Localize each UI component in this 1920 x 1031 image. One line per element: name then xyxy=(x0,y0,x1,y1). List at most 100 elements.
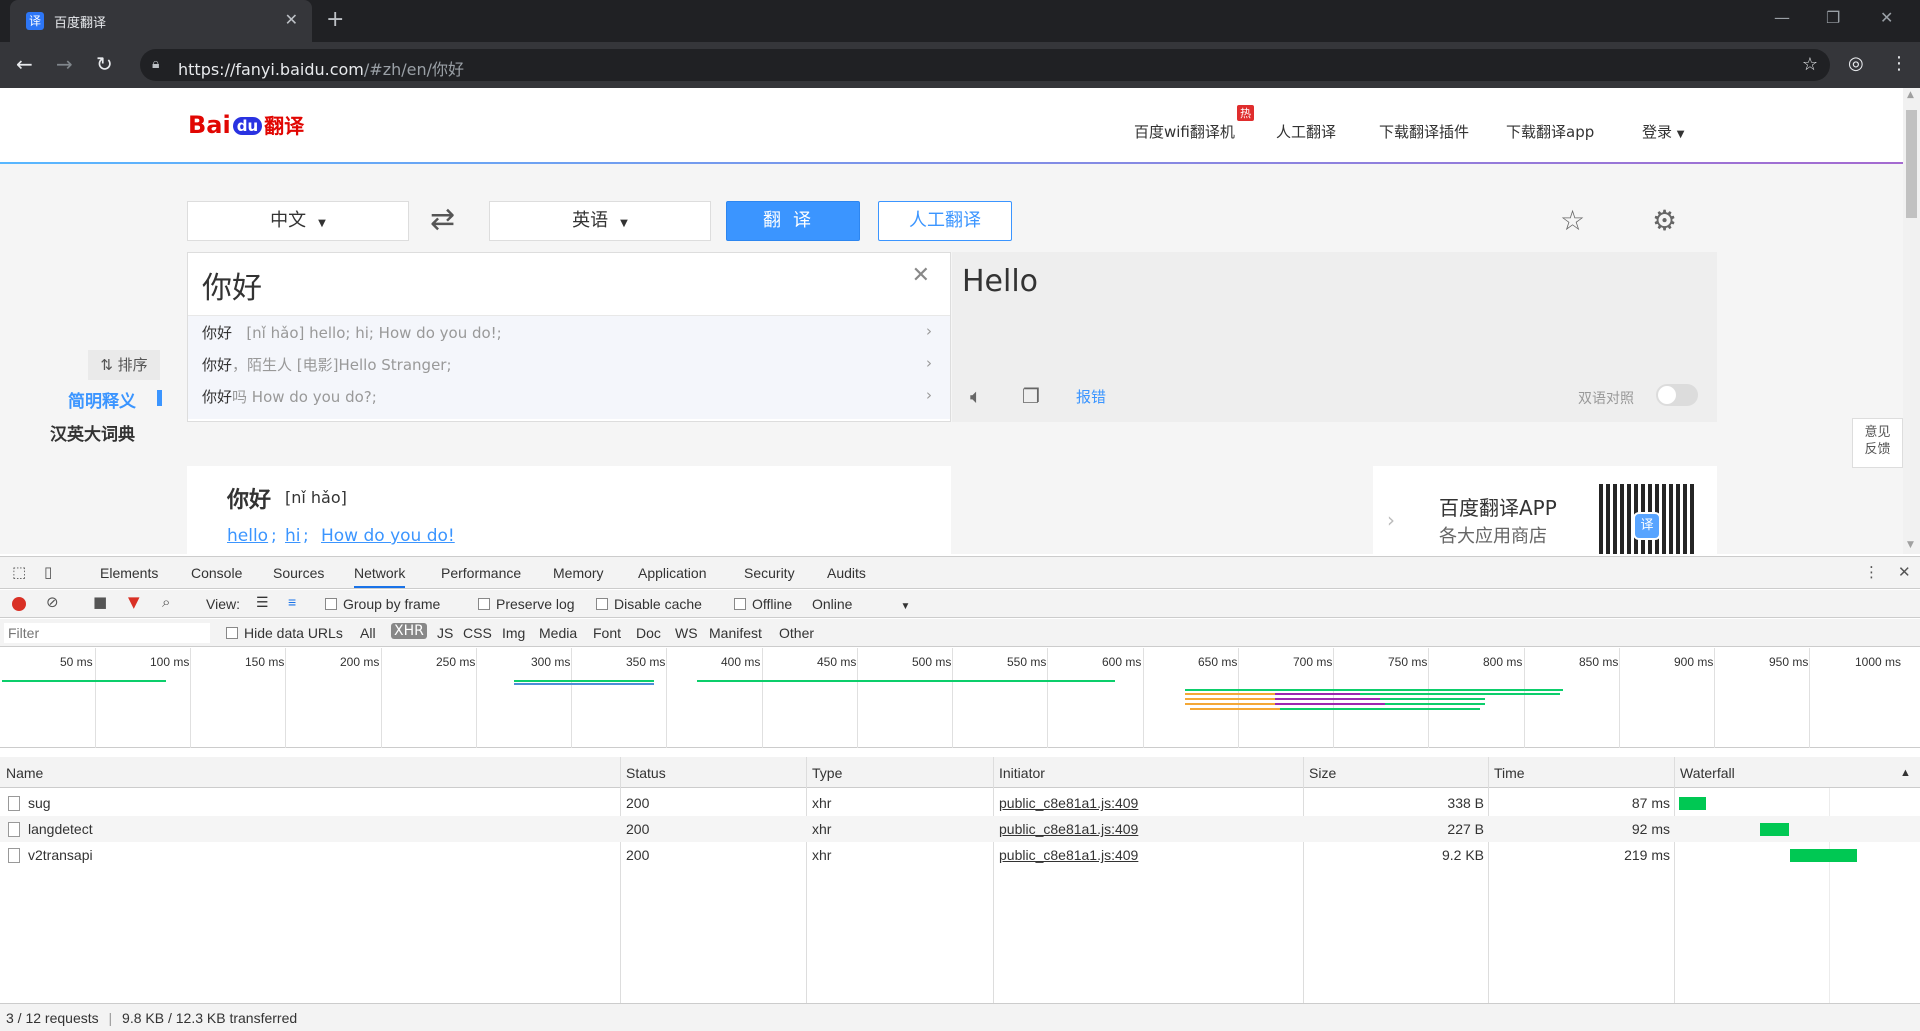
close-window-icon[interactable]: ✕ xyxy=(1880,8,1894,27)
tab-network[interactable]: Network xyxy=(354,565,406,588)
col-initiator[interactable]: Initiator xyxy=(999,765,1045,781)
address-bar[interactable]: 🔒︎ https://fanyi.baidu.com/#zh/en/你好 ☆ xyxy=(140,49,1830,81)
table-row[interactable]: v2transapi 200 xhr public_c8e81a1.js:409… xyxy=(0,842,1920,868)
scrollbar-thumb[interactable] xyxy=(1906,110,1917,218)
inspect-element-icon[interactable]: ⬚ xyxy=(12,563,27,581)
col-name[interactable]: Name xyxy=(6,765,44,781)
speaker-icon[interactable]: 🔈︎ xyxy=(970,384,982,408)
nav-download-app[interactable]: 下载翻译app xyxy=(1506,123,1595,141)
clear-input-icon[interactable]: ✕ xyxy=(911,263,930,288)
tab-audits[interactable]: Audits xyxy=(827,565,866,581)
url-text[interactable]: https://fanyi.baidu.com/#zh/en/你好 xyxy=(178,60,464,79)
screenshot-camera-icon[interactable]: ■ xyxy=(93,593,108,611)
tab-sources[interactable]: Sources xyxy=(273,565,325,581)
tab-performance[interactable]: Performance xyxy=(441,565,522,581)
suggestion-item[interactable]: 你好吗 How do you do?; › xyxy=(202,386,932,406)
col-type[interactable]: Type xyxy=(812,765,843,781)
throttle-select[interactable]: Online ▼ xyxy=(812,596,911,612)
app-promo-card[interactable]: › 百度翻译APP 各大应用商店 译 xyxy=(1373,466,1717,554)
baidu-fanyi-logo[interactable]: Bai du 翻译 xyxy=(188,111,305,139)
sidebar-item-brief[interactable]: 简明释义 xyxy=(68,392,136,412)
source-language-select[interactable]: 中文 ▼ xyxy=(187,201,409,241)
initiator-link[interactable]: public_c8e81a1.js:409 xyxy=(999,795,1139,811)
restore-icon[interactable]: ❐ xyxy=(1826,8,1841,27)
type-filter-js[interactable]: JS xyxy=(437,625,454,641)
clear-icon[interactable]: ⊘ xyxy=(46,593,59,611)
tab-elements[interactable]: Elements xyxy=(100,565,159,581)
new-tab-icon[interactable]: + xyxy=(326,7,345,32)
dict-meaning-link[interactable]: hi xyxy=(285,526,301,546)
swap-languages-icon[interactable]: ⇄ xyxy=(430,202,456,237)
tab-security[interactable]: Security xyxy=(744,565,795,581)
bookmark-star-icon[interactable]: ☆ xyxy=(1801,54,1818,75)
col-waterfall[interactable]: Waterfall xyxy=(1680,765,1735,781)
back-icon[interactable]: ← xyxy=(16,52,33,76)
tab-memory[interactable]: Memory xyxy=(553,565,604,581)
filter-input[interactable] xyxy=(4,623,210,643)
nav-login[interactable]: 登录 ▼ xyxy=(1642,123,1685,141)
large-rows-icon[interactable]: ☰ xyxy=(256,594,269,610)
disable-cache-checkbox[interactable]: Disable cache xyxy=(596,596,702,612)
nav-download-plugin[interactable]: 下载翻译插件 xyxy=(1379,123,1470,141)
menu-dots-icon[interactable]: ⋮ xyxy=(1890,53,1908,74)
preserve-log-checkbox[interactable]: Preserve log xyxy=(478,596,575,612)
favorites-icon[interactable]: ☆ xyxy=(1560,204,1586,237)
filter-funnel-icon[interactable]: ▼ xyxy=(128,593,140,611)
dict-meaning-link[interactable]: How do you do! xyxy=(321,526,455,546)
type-filter-other[interactable]: Other xyxy=(779,625,815,641)
source-text[interactable]: 你好 xyxy=(202,271,262,306)
lock-icon[interactable]: 🔒︎ xyxy=(152,56,160,72)
minimize-icon[interactable]: — xyxy=(1774,8,1790,27)
nav-wifi-translator[interactable]: 百度wifi翻译机 xyxy=(1134,123,1235,141)
type-filter-img[interactable]: Img xyxy=(502,625,526,641)
nav-human-translation[interactable]: 人工翻译 xyxy=(1276,123,1337,141)
offline-checkbox[interactable]: Offline xyxy=(734,596,792,612)
col-size[interactable]: Size xyxy=(1309,765,1337,781)
table-row[interactable]: langdetect 200 xhr public_c8e81a1.js:409… xyxy=(0,816,1920,842)
hide-data-urls-checkbox[interactable]: Hide data URLs xyxy=(226,625,343,641)
initiator-link[interactable]: public_c8e81a1.js:409 xyxy=(999,847,1139,863)
overview-icon[interactable]: ≡ xyxy=(288,594,297,610)
col-time[interactable]: Time xyxy=(1494,765,1525,781)
close-tab-icon[interactable]: ✕ xyxy=(284,10,298,29)
tab-console[interactable]: Console xyxy=(191,565,243,581)
type-filter-all[interactable]: All xyxy=(360,625,376,641)
type-filter-css[interactable]: CSS xyxy=(463,625,492,641)
sidebar-item-dictionary[interactable]: 汉英大词典 xyxy=(50,425,135,445)
type-filter-ws[interactable]: WS xyxy=(675,625,698,641)
table-row[interactable]: sug 200 xhr public_c8e81a1.js:409 338 B … xyxy=(0,790,1920,816)
group-by-frame-checkbox[interactable]: Group by frame xyxy=(325,596,440,612)
target-language-select[interactable]: 英语 ▼ xyxy=(489,201,711,241)
copy-icon[interactable]: ❐ xyxy=(1022,384,1040,408)
settings-gear-icon[interactable]: ⚙ xyxy=(1652,204,1678,237)
type-filter-manifest[interactable]: Manifest xyxy=(709,625,762,641)
type-filter-xhr[interactable]: XHR xyxy=(391,623,427,639)
dict-meaning-link[interactable]: hello xyxy=(227,526,269,546)
type-filter-font[interactable]: Font xyxy=(593,625,622,641)
page-scrollbar[interactable]: ▲ ▼ xyxy=(1903,88,1920,554)
search-icon[interactable]: ⌕ xyxy=(162,593,171,611)
close-devtools-icon[interactable]: ✕ xyxy=(1898,563,1911,581)
col-status[interactable]: Status xyxy=(626,765,666,781)
type-filter-doc[interactable]: Doc xyxy=(636,625,661,641)
device-toggle-icon[interactable]: ▯ xyxy=(44,563,53,581)
tab-application[interactable]: Application xyxy=(638,565,707,581)
suggestion-item[interactable]: 你好，陌生人 [电影]Hello Stranger; › xyxy=(202,354,932,374)
sort-button[interactable]: ⇅ 排序 xyxy=(88,350,160,380)
sort-ascending-icon[interactable]: ▲ xyxy=(1900,767,1911,779)
record-icon[interactable] xyxy=(12,597,26,611)
incognito-icon[interactable]: ◎ xyxy=(1848,53,1864,74)
type-filter-media[interactable]: Media xyxy=(539,625,578,641)
human-translation-button[interactable]: 人工翻译 xyxy=(878,201,1012,241)
report-error-link[interactable]: 报错 xyxy=(1076,388,1107,406)
initiator-link[interactable]: public_c8e81a1.js:409 xyxy=(999,821,1139,837)
timeline-overview[interactable]: 50 ms 100 ms 150 ms 200 ms 250 ms 300 ms… xyxy=(0,648,1920,748)
feedback-button[interactable]: 意见 反馈 xyxy=(1852,418,1903,468)
browser-tab[interactable]: 译 百度翻译 ✕ xyxy=(10,0,312,42)
translate-button[interactable]: 翻译 xyxy=(726,201,860,241)
suggestion-item[interactable]: 你好 [nǐ hǎo] hello; hi; How do you do!; › xyxy=(202,322,932,342)
forward-icon[interactable]: → xyxy=(56,52,73,76)
devtools-menu-icon[interactable]: ⋮ xyxy=(1864,563,1879,581)
reload-icon[interactable]: ↻ xyxy=(96,52,113,76)
bilingual-toggle[interactable] xyxy=(1656,384,1698,406)
